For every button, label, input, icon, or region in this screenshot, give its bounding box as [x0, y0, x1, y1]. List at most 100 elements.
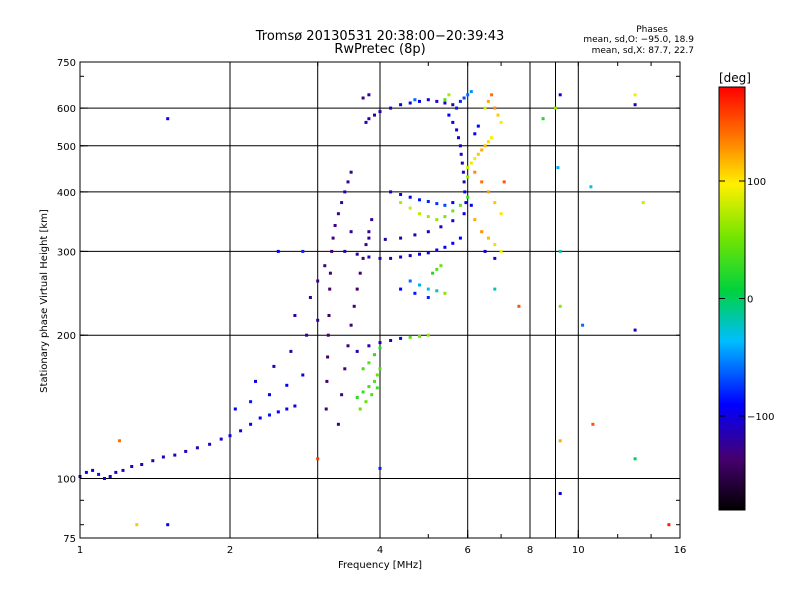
- data-point: [558, 439, 562, 443]
- data-point: [140, 463, 144, 466]
- data-point: [355, 396, 359, 399]
- data-point: [151, 459, 155, 463]
- data-point: [373, 113, 376, 117]
- data-point: [367, 385, 371, 389]
- data-point: [355, 349, 359, 353]
- y-tick-label: 600: [57, 104, 76, 115]
- data-point: [249, 422, 253, 426]
- x-tick-label: 16: [674, 545, 687, 556]
- data-point: [254, 379, 257, 383]
- data-point: [375, 373, 379, 377]
- data-point: [370, 393, 374, 397]
- data-point: [268, 413, 271, 417]
- data-point: [633, 103, 637, 107]
- data-point: [451, 219, 455, 223]
- data-point: [443, 291, 447, 295]
- data-point: [459, 152, 463, 156]
- data-point: [633, 457, 637, 461]
- data-point: [389, 339, 393, 342]
- data-point: [346, 180, 350, 184]
- data-point: [464, 201, 468, 205]
- data-point: [121, 468, 125, 472]
- data-point: [272, 364, 276, 368]
- data-point: [289, 349, 293, 353]
- data-point: [466, 166, 470, 170]
- data-point: [443, 245, 447, 249]
- data-point: [326, 333, 330, 337]
- data-point: [375, 386, 379, 390]
- data-point: [458, 236, 462, 240]
- data-point: [330, 249, 334, 253]
- data-point: [383, 237, 387, 241]
- data-point: [435, 218, 439, 222]
- data-point: [517, 304, 521, 308]
- data-point: [349, 230, 353, 234]
- data-point: [343, 249, 347, 253]
- data-point: [493, 106, 497, 110]
- data-point: [293, 404, 297, 408]
- data-point: [399, 193, 403, 196]
- data-point: [461, 170, 465, 174]
- data-point: [418, 99, 421, 103]
- data-point: [426, 215, 430, 219]
- colorbar-tick-label: −100: [747, 412, 774, 423]
- data-point: [466, 93, 470, 97]
- data-point: [378, 466, 382, 470]
- data-point: [166, 523, 170, 527]
- data-point: [361, 390, 365, 394]
- data-point: [558, 304, 562, 308]
- data-point: [316, 457, 320, 461]
- data-point: [161, 455, 165, 459]
- data-point: [367, 117, 371, 121]
- data-point: [301, 249, 305, 253]
- data-point: [367, 255, 371, 259]
- x-tick-label: 1: [77, 545, 83, 556]
- data-point: [328, 271, 332, 275]
- x-axis-label: Frequency [MHz]: [338, 560, 422, 571]
- data-point: [558, 249, 562, 253]
- data-point: [378, 110, 382, 114]
- data-point: [451, 209, 455, 213]
- data-point: [455, 106, 459, 110]
- data-point: [435, 248, 439, 252]
- data-point: [349, 323, 353, 327]
- y-tick-label: 750: [57, 58, 76, 69]
- data-point: [130, 465, 134, 468]
- data-point: [451, 241, 455, 245]
- chart-title: Tromsø 20130531 20:38:00−20:39:43: [255, 29, 505, 44]
- data-point: [480, 230, 484, 234]
- data-point: [426, 296, 430, 299]
- data-point: [373, 353, 376, 357]
- data-point: [458, 203, 462, 207]
- data-point: [184, 449, 188, 453]
- data-point: [316, 318, 320, 322]
- data-point: [469, 203, 473, 207]
- data-point: [195, 446, 199, 450]
- data-point: [476, 152, 480, 156]
- data-point: [493, 287, 497, 291]
- stats-heading: Phases: [636, 25, 668, 35]
- data-point: [389, 256, 393, 260]
- data-point: [480, 180, 484, 184]
- data-point: [439, 264, 443, 268]
- data-point: [473, 132, 477, 136]
- x-tick-label: 6: [465, 545, 471, 556]
- y-tick-label: 100: [57, 475, 76, 486]
- data-point: [370, 218, 374, 222]
- data-point: [408, 206, 412, 210]
- data-point: [426, 200, 430, 203]
- data-point: [276, 249, 280, 253]
- data-point: [451, 201, 455, 205]
- data-point: [258, 416, 262, 420]
- data-point: [219, 437, 223, 441]
- data-point: [355, 287, 359, 291]
- data-point: [327, 314, 331, 317]
- data-point: [343, 190, 347, 194]
- data-point: [408, 279, 412, 283]
- data-point: [413, 291, 417, 295]
- data-point: [135, 523, 139, 527]
- data-point: [364, 243, 368, 247]
- data-point: [486, 236, 490, 240]
- x-tick-label: 4: [377, 545, 383, 556]
- data-point: [358, 407, 362, 411]
